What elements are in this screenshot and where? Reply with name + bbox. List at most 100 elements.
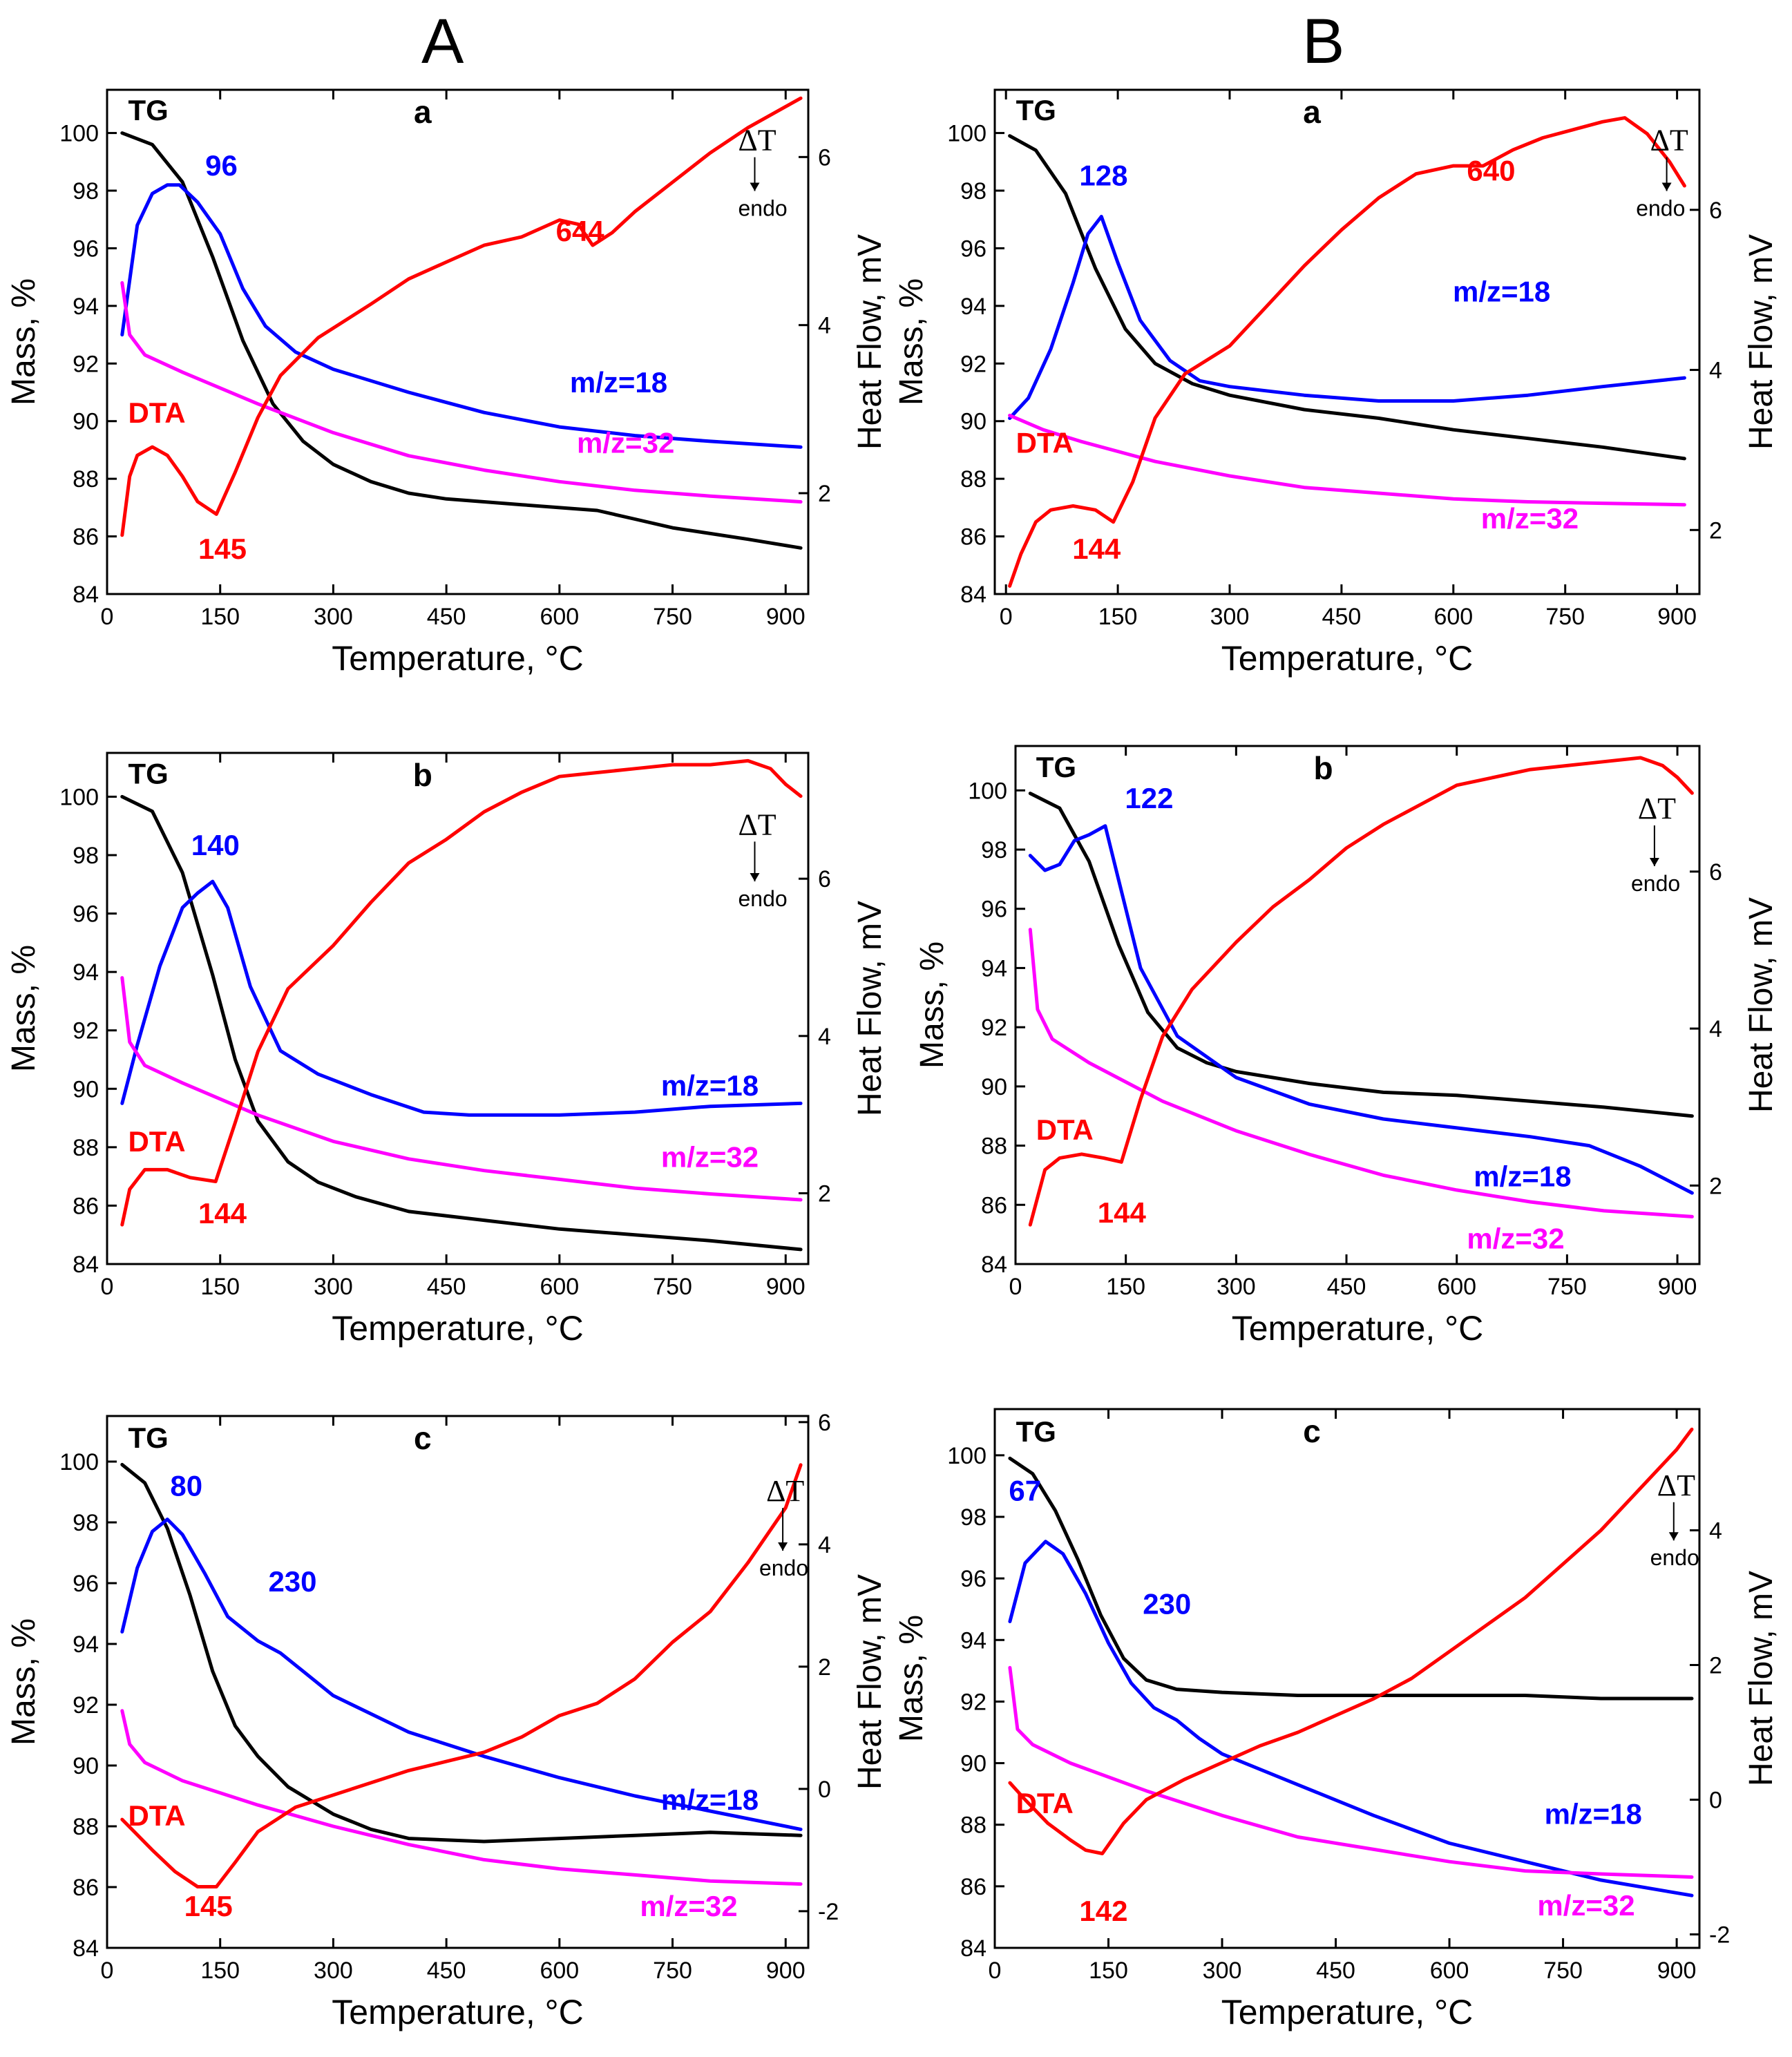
chart-panel-A-a: 0 150 300 450 600 750 900 84 86 88 90 92 94 96 98 100 2 4… bbox=[6, 88, 888, 678]
y-tick-label: 96 bbox=[73, 1571, 99, 1597]
plot-frame bbox=[993, 88, 1701, 595]
annotation-label: DTA bbox=[1016, 427, 1074, 459]
endo-arrow-head bbox=[1649, 858, 1659, 866]
y-tick-label: 84 bbox=[73, 1935, 99, 1962]
y-tick-label: 98 bbox=[960, 1504, 986, 1531]
y-tick-label: 84 bbox=[981, 1252, 1007, 1278]
y-tick-label: 86 bbox=[73, 1193, 99, 1219]
y2-axis-label: Heat Flow, mV bbox=[1743, 1571, 1780, 1786]
y2-tick-label: -2 bbox=[1709, 1922, 1730, 1949]
y-tick-label: 100 bbox=[59, 784, 99, 810]
annotation-label: TG bbox=[1036, 751, 1076, 783]
annotation-label: 142 bbox=[1079, 1895, 1127, 1927]
x-tick-label: 150 bbox=[200, 1958, 240, 1984]
y-tick-label: 86 bbox=[73, 524, 99, 551]
series-line-m-z-18 bbox=[1008, 1540, 1694, 1897]
x-tick-label: 900 bbox=[1658, 1274, 1697, 1300]
y2-tick-label: 2 bbox=[818, 1181, 831, 1207]
series-line-tg bbox=[120, 1462, 803, 1844]
annotation-label: 145 bbox=[198, 533, 247, 565]
annotation-label: 128 bbox=[1079, 160, 1127, 192]
annotation-label: 144 bbox=[1098, 1196, 1147, 1229]
y-tick-label: 90 bbox=[73, 1753, 99, 1779]
series-line-m-z-32 bbox=[120, 281, 803, 504]
x-tick-label: 0 bbox=[101, 1958, 114, 1984]
y-tick-label: 90 bbox=[960, 1751, 986, 1777]
y-tick-label: 92 bbox=[73, 351, 99, 377]
endo-arrow-head bbox=[1661, 182, 1672, 191]
y2-axis-label: Heat Flow, mV bbox=[1743, 897, 1780, 1113]
y-axis-label: Mass, % bbox=[6, 1618, 42, 1745]
annotation-label: DTA bbox=[128, 1125, 185, 1158]
series-line-m-z-18 bbox=[120, 183, 803, 449]
x-tick-label: 600 bbox=[540, 1274, 579, 1300]
y2-tick-label: 6 bbox=[818, 144, 831, 171]
series-line-tg bbox=[1028, 792, 1694, 1118]
x-axis-label: Temperature, °C bbox=[1232, 1309, 1484, 1348]
annotation-label: ΔT bbox=[1650, 124, 1688, 157]
annotation-label: TG bbox=[1016, 94, 1056, 126]
x-tick-label: 450 bbox=[427, 1958, 466, 1984]
x-tick-label: 600 bbox=[540, 604, 579, 630]
endo-arrow-head bbox=[1668, 1532, 1679, 1541]
y-tick-label: 88 bbox=[981, 1133, 1007, 1160]
plot-frame bbox=[106, 1415, 810, 1949]
y2-tick-label: 4 bbox=[818, 1532, 831, 1558]
series-line-m-z-32 bbox=[1028, 928, 1694, 1218]
y-tick-label: 96 bbox=[73, 236, 99, 262]
series-line-m-z-32 bbox=[120, 1709, 803, 1886]
x-tick-label: 900 bbox=[766, 1274, 806, 1300]
annotation-label: 122 bbox=[1125, 782, 1173, 814]
x-axis-label: Temperature, °C bbox=[332, 1993, 584, 2031]
chart-panel-B-a: 0 150 300 450 600 750 900 84 86 88 90 92 94 96 98 100 2 4… bbox=[893, 88, 1780, 678]
series-line-dta bbox=[120, 758, 803, 1227]
y2-tick-label: 2 bbox=[818, 1654, 831, 1681]
y-tick-label: 88 bbox=[73, 466, 99, 492]
y-tick-label: 86 bbox=[981, 1192, 1007, 1218]
annotation-label: DTA bbox=[1016, 1787, 1074, 1819]
y2-axis-label: Heat Flow, mV bbox=[1743, 234, 1780, 450]
annotation-label: 96 bbox=[205, 149, 238, 182]
y2-axis-label: Heat Flow, mV bbox=[852, 1574, 888, 1790]
y-axis-label: Mass, % bbox=[6, 278, 42, 405]
y2-tick-label: 0 bbox=[818, 1777, 831, 1803]
y-tick-label: 98 bbox=[981, 837, 1007, 863]
x-tick-label: 900 bbox=[1657, 1958, 1697, 1984]
y-tick-label: 96 bbox=[981, 897, 1007, 923]
x-tick-label: 300 bbox=[314, 1274, 353, 1300]
y-tick-label: 94 bbox=[73, 294, 99, 320]
x-tick-label: 750 bbox=[1543, 1958, 1583, 1984]
y-tick-label: 84 bbox=[73, 582, 99, 608]
annotation-label: endo bbox=[738, 196, 788, 221]
x-axis-label: Temperature, °C bbox=[332, 639, 584, 678]
panel-label: a bbox=[1303, 94, 1321, 130]
annotation-label: 230 bbox=[268, 1565, 316, 1598]
chart-panel-A-c: 0 150 300 450 600 750 900 84 86 88 90 92 94 96 98 100 -2… bbox=[6, 1410, 888, 2031]
annotation-label: 230 bbox=[1143, 1587, 1191, 1620]
x-tick-label: 300 bbox=[1210, 604, 1250, 630]
y-tick-label: 100 bbox=[968, 778, 1007, 804]
series-line-dta bbox=[1028, 756, 1694, 1227]
y2-tick-label: 0 bbox=[1709, 1788, 1722, 1814]
y-tick-label: 92 bbox=[960, 1689, 986, 1715]
y-tick-label: 94 bbox=[73, 959, 99, 986]
annotation-label: ΔT bbox=[1638, 792, 1676, 825]
x-tick-label: 600 bbox=[1433, 604, 1473, 630]
panel-label: b bbox=[1313, 750, 1333, 786]
y2-tick-label: 6 bbox=[818, 1410, 831, 1436]
annotation-label: ΔT bbox=[1657, 1468, 1695, 1502]
y-tick-label: 86 bbox=[73, 1875, 99, 1901]
x-tick-label: 0 bbox=[1009, 1274, 1022, 1300]
y-tick-label: 96 bbox=[960, 1566, 986, 1592]
series-line-m-z-18 bbox=[120, 879, 803, 1117]
y-tick-label: 90 bbox=[73, 409, 99, 435]
panel-label: c bbox=[414, 1420, 432, 1456]
y-tick-label: 84 bbox=[960, 582, 986, 608]
x-tick-label: 750 bbox=[653, 1274, 692, 1300]
endo-arrow-head bbox=[778, 1542, 788, 1551]
y-tick-label: 88 bbox=[73, 1135, 99, 1161]
x-tick-label: 750 bbox=[1547, 1274, 1587, 1300]
series-line-tg bbox=[1008, 1456, 1694, 1701]
series-line-m-z-32 bbox=[1008, 413, 1686, 507]
y-tick-label: 88 bbox=[960, 466, 986, 492]
